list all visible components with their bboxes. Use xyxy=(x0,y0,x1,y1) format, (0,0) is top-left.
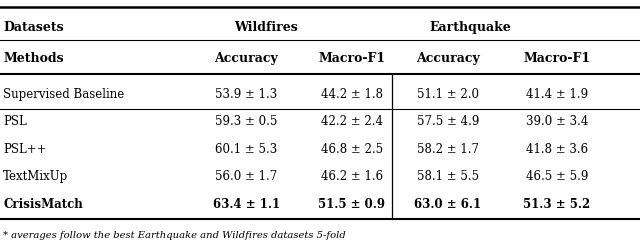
Text: 56.0 ± 1.7: 56.0 ± 1.7 xyxy=(215,170,278,183)
Text: Accuracy: Accuracy xyxy=(214,52,278,65)
Text: 44.2 ± 1.8: 44.2 ± 1.8 xyxy=(321,88,383,101)
Text: 46.2 ± 1.6: 46.2 ± 1.6 xyxy=(321,170,383,183)
Text: 53.9 ± 1.3: 53.9 ± 1.3 xyxy=(215,88,278,101)
Text: Datasets: Datasets xyxy=(3,21,64,34)
Text: 58.1 ± 5.5: 58.1 ± 5.5 xyxy=(417,170,479,183)
Text: 63.0 ± 6.1: 63.0 ± 6.1 xyxy=(415,198,481,211)
Text: Earthquake: Earthquake xyxy=(429,21,511,34)
Text: PSL++: PSL++ xyxy=(3,143,47,156)
Text: 46.8 ± 2.5: 46.8 ± 2.5 xyxy=(321,143,383,156)
Text: * averages follow the best Earthquake and Wildfires datasets 5-fold: * averages follow the best Earthquake an… xyxy=(3,231,346,240)
Text: PSL: PSL xyxy=(3,115,27,128)
Text: Methods: Methods xyxy=(3,52,64,65)
Text: 41.8 ± 3.6: 41.8 ± 3.6 xyxy=(525,143,588,156)
Text: 42.2 ± 2.4: 42.2 ± 2.4 xyxy=(321,115,383,128)
Text: 57.5 ± 4.9: 57.5 ± 4.9 xyxy=(417,115,479,128)
Text: Accuracy: Accuracy xyxy=(416,52,480,65)
Text: TextMixUp: TextMixUp xyxy=(3,170,68,183)
Text: 59.3 ± 0.5: 59.3 ± 0.5 xyxy=(215,115,278,128)
Text: CrisisMatch: CrisisMatch xyxy=(3,198,83,211)
Text: 51.3 ± 5.2: 51.3 ± 5.2 xyxy=(523,198,591,211)
Text: 63.4 ± 1.1: 63.4 ± 1.1 xyxy=(213,198,280,211)
Text: Wildfires: Wildfires xyxy=(234,21,298,34)
Text: 51.1 ± 2.0: 51.1 ± 2.0 xyxy=(417,88,479,101)
Text: 39.0 ± 3.4: 39.0 ± 3.4 xyxy=(525,115,588,128)
Text: 60.1 ± 5.3: 60.1 ± 5.3 xyxy=(215,143,278,156)
Text: 58.2 ± 1.7: 58.2 ± 1.7 xyxy=(417,143,479,156)
Text: 41.4 ± 1.9: 41.4 ± 1.9 xyxy=(525,88,588,101)
Text: Macro-F1: Macro-F1 xyxy=(524,52,590,65)
Text: Macro-F1: Macro-F1 xyxy=(319,52,385,65)
Text: 46.5 ± 5.9: 46.5 ± 5.9 xyxy=(525,170,588,183)
Text: Supervised Baseline: Supervised Baseline xyxy=(3,88,124,101)
Text: 51.5 ± 0.9: 51.5 ± 0.9 xyxy=(319,198,385,211)
